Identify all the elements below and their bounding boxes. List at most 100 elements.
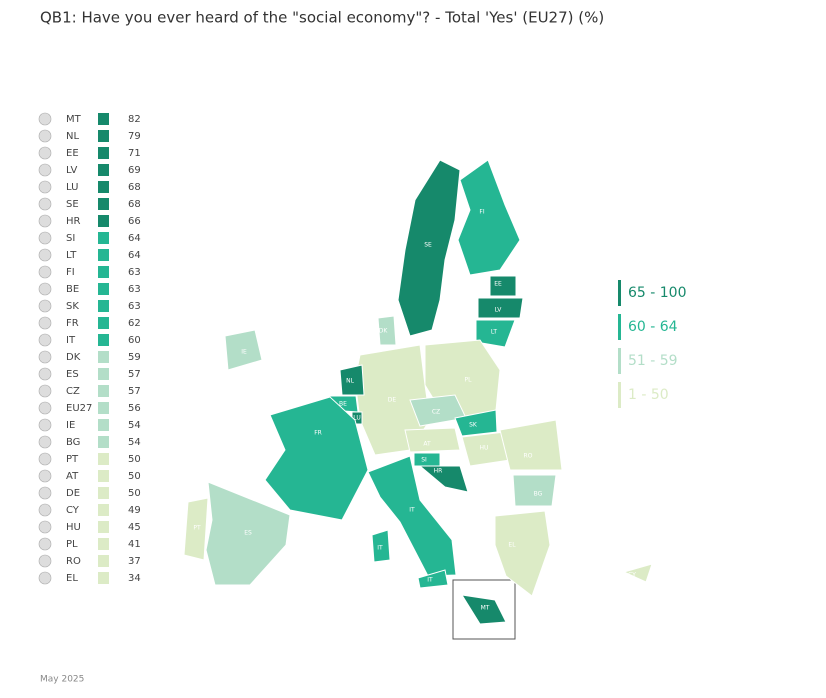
flag — [38, 282, 52, 296]
legend-bar — [618, 348, 621, 374]
map-label: HR — [434, 468, 443, 475]
value: 50 — [128, 454, 141, 465]
flag — [38, 537, 52, 551]
value-swatch — [98, 470, 109, 482]
country-shape — [418, 465, 469, 493]
value-swatch — [98, 521, 109, 533]
value: 57 — [128, 386, 141, 397]
value-swatch — [98, 266, 109, 278]
country-shape — [512, 474, 557, 507]
flag — [38, 571, 52, 585]
map-label: FR — [314, 430, 322, 437]
country-shape — [205, 481, 291, 586]
country-code: DK — [66, 352, 81, 363]
flag — [38, 248, 52, 262]
map-label: IT — [377, 545, 383, 552]
country-code: LV — [66, 165, 77, 176]
country-shape — [367, 455, 457, 577]
map-label: IT — [409, 507, 415, 514]
map-label: CY — [628, 572, 636, 579]
value-swatch — [98, 538, 109, 550]
country-code: SI — [66, 233, 75, 244]
map-label: EE — [494, 281, 502, 288]
value-swatch — [98, 334, 109, 346]
country-shape — [461, 594, 507, 625]
value: 56 — [128, 403, 141, 414]
country-shape — [377, 315, 397, 346]
value: 62 — [128, 318, 141, 329]
country-shape — [417, 569, 449, 589]
country-code: IT — [66, 335, 76, 346]
value-swatch — [98, 283, 109, 295]
map-label: NL — [346, 378, 354, 385]
value: 68 — [128, 182, 141, 193]
flag — [38, 333, 52, 347]
map-label: CZ — [432, 409, 440, 416]
value: 66 — [128, 216, 141, 227]
map-label: BE — [339, 401, 347, 408]
flag — [38, 418, 52, 432]
country-shape — [454, 409, 498, 437]
value-swatch — [98, 453, 109, 465]
legend-bar — [618, 382, 621, 408]
map-label: FI — [479, 209, 484, 216]
country-code: IE — [66, 420, 75, 431]
flag — [38, 435, 52, 449]
country-code: PL — [66, 539, 78, 550]
flag — [38, 231, 52, 245]
value: 54 — [128, 420, 141, 431]
country-shape — [457, 159, 521, 276]
country-shape — [224, 329, 263, 371]
value-swatch — [98, 351, 109, 363]
country-shape — [371, 529, 391, 563]
map-label: HU — [480, 445, 489, 452]
country-shape — [489, 275, 517, 297]
value: 82 — [128, 114, 141, 125]
value: 63 — [128, 284, 141, 295]
country-code: EU27 — [66, 403, 92, 414]
country-shape — [413, 452, 441, 467]
country-code: MT — [66, 114, 82, 125]
value-swatch — [98, 555, 109, 567]
country-code: NL — [66, 131, 79, 142]
value: 54 — [128, 437, 141, 448]
flag — [38, 112, 52, 126]
value: 59 — [128, 352, 141, 363]
country-shape — [397, 159, 461, 337]
flag — [38, 197, 52, 211]
map-label: MT — [481, 605, 490, 612]
country-code: PT — [66, 454, 79, 465]
map-label: SK — [469, 422, 478, 429]
legend-label: 65 - 100 — [628, 285, 687, 301]
flag — [38, 265, 52, 279]
value-swatch — [98, 113, 109, 125]
country-shape — [404, 427, 461, 453]
value: 71 — [128, 148, 141, 159]
legend-label: 1 - 50 — [628, 387, 669, 403]
country-code: FR — [66, 318, 79, 329]
map-label: BG — [534, 491, 543, 498]
value: 50 — [128, 488, 141, 499]
value: 63 — [128, 267, 141, 278]
flag — [38, 554, 52, 568]
map-label: LV — [495, 307, 503, 314]
country-shape — [475, 319, 516, 348]
country-code: RO — [66, 556, 81, 567]
flag — [38, 384, 52, 398]
country-code: CY — [66, 505, 80, 516]
country-code: ES — [66, 369, 79, 380]
map-label: DE — [388, 397, 397, 404]
value: 45 — [128, 522, 141, 533]
flag — [38, 503, 52, 517]
value: 57 — [128, 369, 141, 380]
flag — [38, 401, 52, 415]
value-swatch — [98, 385, 109, 397]
country-shape — [494, 510, 551, 597]
value-swatch — [98, 164, 109, 176]
country-code: FI — [66, 267, 75, 278]
footer: May 2025 — [40, 675, 84, 685]
legend-bar — [618, 314, 621, 340]
flag — [38, 214, 52, 228]
legend-label: 60 - 64 — [628, 319, 678, 335]
